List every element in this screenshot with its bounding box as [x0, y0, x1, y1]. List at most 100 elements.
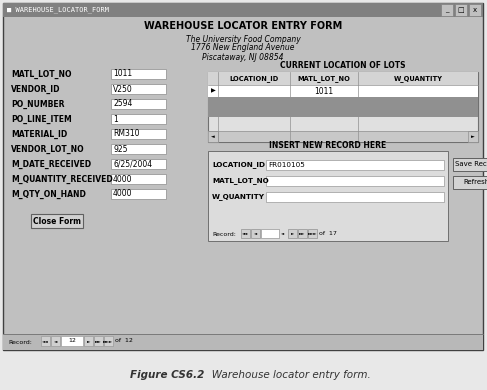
Bar	[251, 229, 260, 238]
Text: of  17: of 17	[319, 231, 337, 236]
Text: MATL_LOT_NO: MATL_LOT_NO	[212, 177, 269, 184]
Bar	[453, 176, 487, 189]
Bar	[111, 129, 166, 139]
Bar	[266, 176, 444, 186]
Bar	[111, 84, 166, 94]
Text: MATL_LOT_NO: MATL_LOT_NO	[11, 69, 72, 78]
Text: MATERIAL_ID: MATERIAL_ID	[11, 129, 67, 138]
Bar	[51, 336, 60, 346]
Text: Warehouse locator entry form.: Warehouse locator entry form.	[202, 370, 371, 380]
Bar	[111, 69, 166, 79]
Bar	[208, 72, 478, 85]
Bar	[241, 229, 250, 238]
Bar	[111, 159, 166, 169]
Bar	[104, 336, 113, 346]
Text: ►►: ►►	[300, 232, 306, 236]
Text: Record:: Record:	[8, 340, 32, 344]
Bar	[208, 85, 478, 97]
Bar	[288, 229, 297, 238]
Text: ◄: ◄	[254, 232, 257, 236]
Bar	[111, 114, 166, 124]
Text: 1011: 1011	[315, 87, 334, 96]
Bar	[31, 214, 83, 228]
Text: M_DATE_RECEIVED: M_DATE_RECEIVED	[11, 160, 91, 168]
Text: ◄: ◄	[54, 339, 57, 343]
Text: _: _	[445, 7, 449, 13]
Bar	[3, 3, 483, 17]
Text: 925: 925	[113, 145, 128, 154]
Text: LOCATION_ID: LOCATION_ID	[212, 161, 265, 168]
Bar	[208, 72, 478, 142]
Bar	[208, 131, 478, 142]
Bar	[111, 189, 166, 199]
Text: ►: ►	[87, 339, 90, 343]
Text: ►►►: ►►►	[103, 339, 113, 343]
Text: Close Form: Close Form	[33, 216, 81, 225]
Text: RM310: RM310	[113, 129, 139, 138]
Text: ►►: ►►	[95, 339, 102, 343]
Text: CURRENT LOCATION OF LOTS: CURRENT LOCATION OF LOTS	[280, 62, 406, 71]
Text: LOCATION_ID: LOCATION_ID	[229, 75, 279, 82]
Bar	[453, 158, 487, 171]
Text: 4000: 4000	[113, 190, 132, 199]
Text: W_QUANTITY: W_QUANTITY	[212, 193, 265, 200]
Text: VENDOR_LOT_NO: VENDOR_LOT_NO	[11, 144, 85, 154]
Bar	[455, 4, 467, 16]
Bar	[298, 229, 307, 238]
Bar	[308, 229, 317, 238]
Text: Refresh: Refresh	[463, 179, 487, 186]
Text: WAREHOUSE LOCATOR ENTRY FORM: WAREHOUSE LOCATOR ENTRY FORM	[144, 21, 342, 31]
Text: Figure CS6.2: Figure CS6.2	[130, 370, 205, 380]
Bar	[208, 151, 448, 241]
Text: ■ WAREHOUSE_LOCATOR_FORM: ■ WAREHOUSE_LOCATOR_FORM	[7, 7, 109, 13]
Text: INSERT NEW RECORD HERE: INSERT NEW RECORD HERE	[269, 142, 387, 151]
Text: PO_LINE_ITEM: PO_LINE_ITEM	[11, 114, 72, 124]
Bar	[469, 4, 481, 16]
Bar	[261, 229, 279, 238]
Text: ◄◄: ◄◄	[42, 339, 49, 343]
Text: M_QTY_ON_HAND: M_QTY_ON_HAND	[11, 190, 86, 199]
Text: ◄: ◄	[211, 134, 215, 139]
Text: Piscataway, NJ 08854: Piscataway, NJ 08854	[202, 53, 284, 62]
Bar	[94, 336, 103, 346]
Text: ►: ►	[291, 232, 294, 236]
Text: 6/25/2004: 6/25/2004	[113, 160, 152, 168]
Text: Save Record: Save Record	[455, 161, 487, 167]
Text: of  12: of 12	[115, 339, 133, 344]
Text: MATL_LOT_NO: MATL_LOT_NO	[298, 75, 351, 82]
Bar	[111, 174, 166, 184]
Bar	[111, 144, 166, 154]
Text: VENDOR_ID: VENDOR_ID	[11, 84, 60, 94]
Text: ▶: ▶	[210, 89, 215, 94]
Text: ►►►: ►►►	[308, 232, 317, 236]
Text: The University Food Company: The University Food Company	[186, 34, 300, 44]
Text: ◄◄: ◄◄	[243, 232, 249, 236]
Text: 2594: 2594	[113, 99, 132, 108]
Bar	[61, 336, 83, 346]
Bar	[208, 97, 478, 117]
Text: V250: V250	[113, 85, 133, 94]
Text: ◄: ◄	[281, 232, 284, 236]
Text: x: x	[473, 7, 477, 13]
Bar	[84, 336, 93, 346]
Text: 4000: 4000	[113, 174, 132, 184]
Text: FR010105: FR010105	[268, 162, 305, 168]
Text: PO_NUMBER: PO_NUMBER	[11, 99, 64, 108]
Text: Record:: Record:	[212, 232, 236, 236]
Text: 1011: 1011	[113, 69, 132, 78]
Bar	[441, 4, 453, 16]
Text: M_QUANTITY_RECEIVED: M_QUANTITY_RECEIVED	[11, 174, 113, 184]
Text: 1776 New England Avenue: 1776 New England Avenue	[191, 44, 295, 53]
Text: 12: 12	[68, 339, 76, 344]
Bar	[468, 131, 478, 142]
Bar	[3, 334, 483, 350]
Bar	[3, 3, 483, 350]
Bar	[208, 131, 218, 142]
Bar	[266, 160, 444, 170]
Text: ►: ►	[471, 134, 475, 139]
Text: □: □	[458, 7, 464, 13]
Text: 1: 1	[113, 115, 118, 124]
Bar	[266, 192, 444, 202]
Text: W_QUANTITY: W_QUANTITY	[393, 75, 443, 82]
Bar	[111, 99, 166, 109]
